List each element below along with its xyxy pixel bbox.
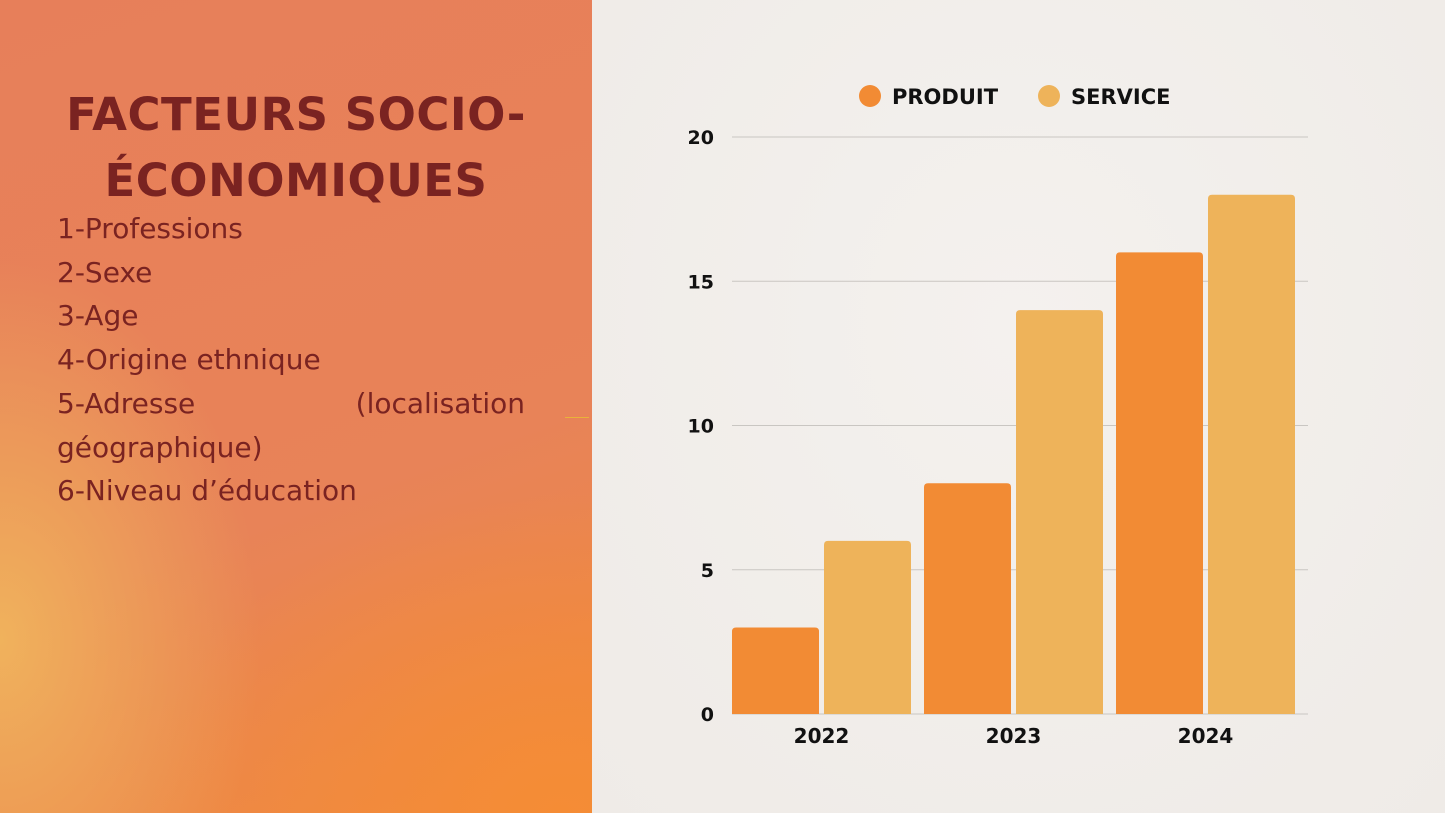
bar-service-2023	[1016, 310, 1103, 714]
y-tick-label: 15	[688, 271, 714, 293]
chart-panel: 0 5 10 15 20 2022 2023 2024 PRODUIT SERVICE	[592, 0, 1445, 813]
y-tick-label: 20	[688, 127, 714, 149]
factor-item: 5-Adresse (localisation géographique)	[57, 386, 525, 464]
factor-item: 6-Niveau d’éducation	[57, 474, 357, 508]
y-tick-label: 5	[701, 560, 714, 582]
bar-produit-2023	[924, 483, 1011, 714]
x-tick-label: 2023	[986, 724, 1042, 748]
slide-title: FACTEURS SOCIO-ÉCONOMIQUES	[66, 88, 526, 207]
bar-service-2024	[1208, 194, 1295, 714]
factor-item: 2-Sexe	[57, 255, 153, 289]
left-panel: FACTEURS SOCIO-ÉCONOMIQUES 1-Professions…	[0, 0, 592, 813]
x-tick-label: 2024	[1178, 724, 1234, 748]
legend-swatch-produit	[859, 85, 881, 107]
y-tick-label: 10	[688, 416, 714, 438]
y-tick-label: 0	[701, 704, 714, 726]
bar-produit-2022	[732, 627, 819, 714]
legend-label-produit: PRODUIT	[892, 85, 999, 109]
legend-label-service: SERVICE	[1071, 85, 1170, 109]
factor-item: 4-Origine ethnique	[57, 343, 321, 377]
factor-item: 1-Professions	[57, 212, 243, 245]
factor-list: 1-Professions 2-Sexe 3-Age 4-Origine eth…	[57, 207, 525, 513]
legend-swatch-service	[1038, 85, 1060, 107]
bar-chart: 0 5 10 15 20 2022 2023 2024 PRODUIT SERVICE	[688, 85, 1308, 748]
divider-line	[565, 417, 589, 418]
bar-produit-2024	[1116, 252, 1203, 714]
bar-service-2022	[824, 540, 911, 714]
x-tick-label: 2022	[794, 724, 850, 748]
factor-item: 3-Age	[57, 299, 139, 333]
